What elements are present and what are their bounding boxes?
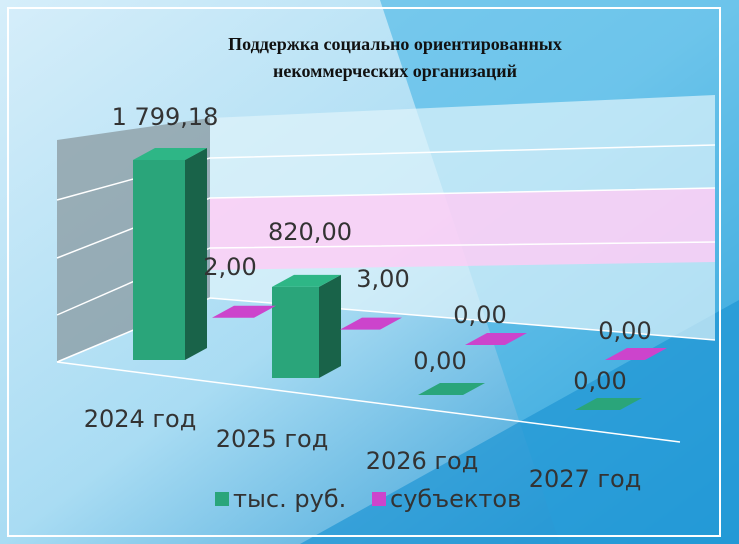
back-wall-band	[210, 188, 715, 270]
bar-side	[319, 274, 341, 378]
x-tick-label: 2026 год	[366, 447, 479, 475]
bar-top	[575, 398, 642, 410]
bar-top	[418, 383, 485, 395]
wall-line	[56, 144, 716, 201]
wall-line	[56, 187, 716, 259]
bar-top	[272, 274, 341, 287]
legend-swatch	[372, 492, 386, 506]
bar-top	[212, 305, 276, 318]
bar-top	[465, 333, 527, 345]
chart-title-line: Поддержка социально ориентированных	[228, 34, 562, 54]
data-label: 3,00	[356, 265, 409, 293]
data-label: 2,00	[203, 253, 256, 281]
data-label: 0,00	[573, 367, 626, 395]
x-tick-label: 2025 год	[216, 425, 329, 453]
bar-front	[272, 286, 319, 378]
data-label: 1 799,18	[112, 103, 219, 131]
chart-title-line: некоммерческих организаций	[273, 61, 517, 81]
data-label: 820,00	[268, 218, 352, 246]
x-tick-label: 2024 год	[84, 405, 197, 433]
x-tick-label: 2027 год	[529, 465, 642, 493]
bar-top	[605, 348, 667, 360]
bar-top	[340, 317, 402, 330]
wall-lines	[56, 144, 716, 443]
data-label: 0,00	[453, 301, 506, 329]
data-label: 0,00	[413, 347, 466, 375]
bar-side	[185, 148, 207, 360]
legend-swatch	[215, 492, 229, 506]
floor-edge	[56, 361, 681, 443]
wall-line	[56, 297, 716, 363]
chart-border	[7, 7, 721, 537]
bar-front	[133, 160, 185, 360]
legend-label: тыс. руб.	[233, 485, 346, 513]
data-label: 0,00	[598, 317, 651, 345]
legend-label: субъектов	[390, 485, 521, 513]
wall-line	[56, 241, 716, 316]
bar-top	[133, 148, 207, 160]
